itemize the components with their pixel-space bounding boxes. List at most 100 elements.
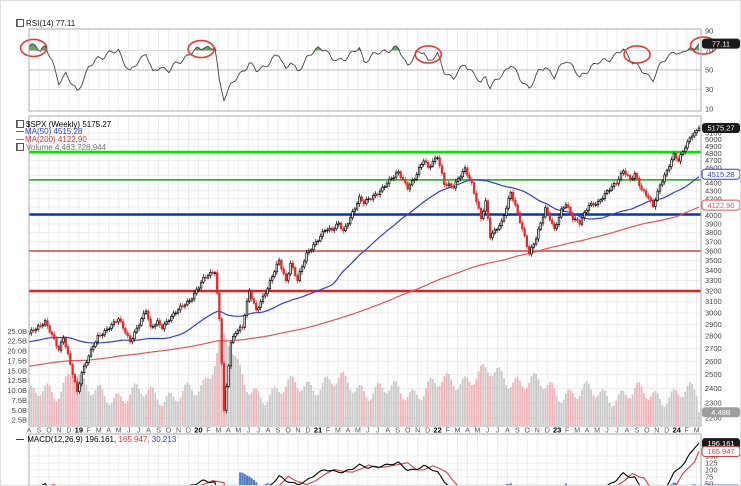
svg-text:2700: 2700 — [705, 344, 722, 353]
svg-text:12.5B: 12.5B — [7, 376, 27, 385]
svg-text:4122.90: 4122.90 — [707, 201, 734, 210]
rsi-value-box: 77.11 — [702, 38, 740, 49]
svg-text:A: A — [585, 428, 590, 435]
svg-text:O: O — [525, 428, 531, 435]
volume-bars — [29, 333, 700, 425]
svg-text:F: F — [685, 428, 689, 435]
svg-text:A: A — [226, 428, 231, 435]
svg-text:20: 20 — [194, 426, 202, 435]
svg-text:F: F — [565, 428, 569, 435]
svg-text:2600: 2600 — [705, 357, 722, 366]
svg-text:A: A — [465, 428, 470, 435]
macd-line — [41, 442, 700, 485]
svg-text:N: N — [296, 428, 301, 435]
svg-text:J: J — [127, 428, 131, 435]
indicator-icon — [16, 19, 24, 27]
svg-text:M: M — [594, 428, 600, 435]
macd-value: 196.161, — [85, 435, 117, 444]
svg-text:A: A — [346, 428, 351, 435]
svg-text:4200: 4200 — [705, 194, 722, 203]
rsi-plot — [29, 43, 701, 103]
svg-text:N: N — [654, 428, 659, 435]
macd-swatch-icon: — — [16, 435, 24, 444]
svg-text:M: M — [96, 428, 102, 435]
svg-text:J: J — [486, 428, 490, 435]
axis-labels: 9070503010510050004900480047004600450044… — [7, 27, 721, 486]
svg-text:2200: 2200 — [705, 414, 722, 423]
svg-text:O: O — [166, 428, 172, 435]
svg-text:F: F — [206, 428, 210, 435]
volume-icon — [16, 143, 24, 152]
svg-text:4800: 4800 — [705, 149, 722, 158]
svg-text:77.11: 77.11 — [712, 39, 730, 48]
svg-text:4.48B: 4.48B — [711, 408, 731, 417]
svg-text:17.5B: 17.5B — [7, 356, 27, 365]
svg-text:4000: 4000 — [705, 211, 722, 220]
svg-text:5175.27: 5175.27 — [707, 124, 734, 133]
close-value-box: 5175.27 — [702, 123, 740, 133]
svg-text:21: 21 — [314, 426, 322, 435]
svg-text:M: M — [455, 428, 461, 435]
svg-text:D: D — [664, 428, 669, 435]
svg-text:3800: 3800 — [705, 228, 722, 237]
svg-text:M: M — [235, 428, 241, 435]
svg-text:2.5B: 2.5B — [12, 416, 27, 425]
svg-text:50: 50 — [705, 480, 713, 486]
svg-text:15.0B: 15.0B — [7, 366, 27, 375]
rsi-legend: RSI(14) 77.11 — [16, 19, 76, 28]
svg-text:J: J — [256, 428, 260, 435]
svg-text:M: M — [475, 428, 481, 435]
svg-text:D: D — [545, 428, 550, 435]
svg-text:M: M — [694, 428, 700, 435]
svg-text:D: D — [425, 428, 430, 435]
axis-value-boxes: 77.11 5175.27 4515.28 4122.90 4.48B 196.16116… — [701, 38, 740, 485]
svg-text:3300: 3300 — [705, 276, 722, 285]
macd-histogram — [239, 472, 696, 485]
svg-text:5.0B: 5.0B — [12, 406, 27, 415]
macd-name: MACD(12,26,9) — [27, 435, 83, 444]
macd-signal-value: 165.947, — [118, 435, 150, 444]
main-legend-volume: Volume 4,483,728,944 — [16, 143, 111, 152]
svg-text:M: M — [335, 428, 341, 435]
svg-text:3000: 3000 — [705, 308, 722, 317]
svg-text:S: S — [276, 428, 281, 435]
svg-text:3600: 3600 — [705, 247, 722, 256]
svg-text:25.0B: 25.0B — [7, 327, 27, 336]
svg-text:22.5B: 22.5B — [7, 337, 27, 346]
svg-text:D: D — [306, 428, 311, 435]
candles — [29, 125, 701, 414]
svg-text:N: N — [56, 428, 61, 435]
svg-text:165.947: 165.947 — [707, 447, 734, 456]
svg-text:D: D — [66, 428, 71, 435]
macd-legend: — MACD(12,26,9) 196.161, 165.947, 30.213 — [16, 435, 176, 444]
svg-text:75: 75 — [705, 473, 713, 482]
svg-text:2800: 2800 — [705, 332, 722, 341]
ma200-line — [29, 206, 700, 367]
svg-text:J: J — [615, 428, 619, 435]
svg-text:3400: 3400 — [705, 266, 722, 275]
rsi-legend-text: RSI(14) 77.11 — [26, 19, 76, 28]
svg-text:30: 30 — [705, 85, 713, 94]
chart-type-icon — [16, 120, 24, 128]
ma50-swatch-icon: — — [16, 127, 24, 137]
svg-text:19: 19 — [75, 426, 83, 435]
svg-text:A: A — [27, 428, 32, 435]
ma50-line — [29, 176, 700, 344]
svg-text:A: A — [266, 428, 271, 435]
svg-text:4300: 4300 — [705, 186, 722, 195]
svg-text:A: A — [505, 428, 510, 435]
macd-signal-line — [49, 451, 700, 485]
macd-hist-value-box: 30.213 — [703, 484, 739, 485]
svg-text:F: F — [326, 428, 330, 435]
svg-text:22: 22 — [433, 426, 441, 435]
svg-text:J: J — [366, 428, 370, 435]
svg-text:D: D — [186, 428, 191, 435]
svg-text:4515.28: 4515.28 — [707, 170, 734, 179]
svg-text:2300: 2300 — [705, 398, 722, 407]
svg-text:24: 24 — [673, 426, 682, 435]
svg-text:2900: 2900 — [705, 320, 722, 329]
main-legend-ma200: — MA(200) 4122.90 — [16, 134, 87, 144]
svg-text:M: M — [355, 428, 361, 435]
svg-text:5000: 5000 — [705, 135, 722, 144]
